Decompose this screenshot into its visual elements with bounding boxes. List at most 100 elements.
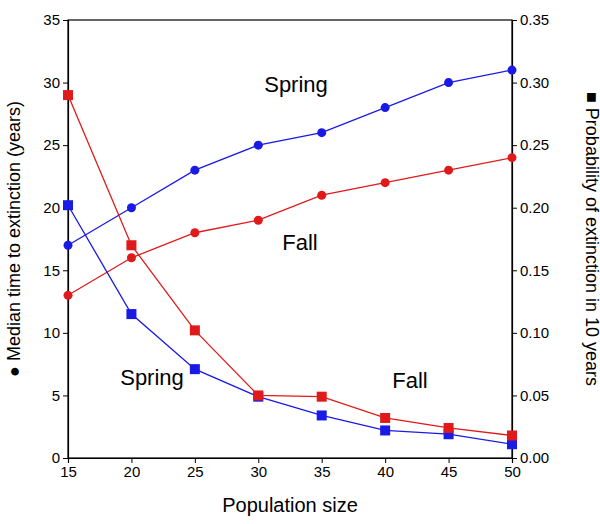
tick-label: 35 <box>43 11 60 28</box>
tick: 45 <box>441 458 458 480</box>
marker <box>190 166 199 175</box>
marker <box>507 439 517 449</box>
y-axis-title: ● Median time to extinction (years) <box>4 101 24 377</box>
tick-label: 0.20 <box>520 199 549 216</box>
series-line <box>68 205 512 444</box>
tick: 25 <box>187 458 204 480</box>
marker <box>508 153 517 162</box>
tick-mark <box>512 333 517 334</box>
tick: 15 <box>60 458 77 480</box>
tick-label: 0.00 <box>520 449 549 466</box>
tick-mark <box>512 395 517 396</box>
marker <box>253 390 263 400</box>
tick-mark <box>512 270 517 271</box>
marker <box>381 178 390 187</box>
axis-line <box>63 21 69 459</box>
tick: 0 <box>52 449 68 466</box>
series-line <box>68 158 512 296</box>
series-line <box>68 70 512 245</box>
tick-label: 0.35 <box>520 11 549 28</box>
tick-mark <box>512 458 517 459</box>
marker <box>126 240 136 250</box>
tick: 40 <box>377 458 394 480</box>
tick-label: 5 <box>52 387 60 404</box>
x-axis: 15 20 25 30 35 40 45 50 <box>60 458 521 480</box>
marker <box>254 141 263 150</box>
tick-label: 45 <box>441 463 458 480</box>
marker <box>317 191 326 200</box>
tick: 15 <box>43 262 68 279</box>
marker <box>317 128 326 137</box>
tick-label: 15 <box>60 463 77 480</box>
tick-label: 0.05 <box>520 387 549 404</box>
marker <box>444 78 453 87</box>
chart: 1520253035404550051015202530350.000.050.… <box>0 0 600 524</box>
tick-mark <box>512 83 517 84</box>
tick-label: 0.10 <box>520 324 549 341</box>
marker <box>63 200 73 210</box>
tick-label: 0.25 <box>520 136 549 153</box>
tick: 0.05 <box>512 387 549 404</box>
tick: 50 <box>504 458 521 480</box>
tick: 35 <box>43 11 68 28</box>
tick-label: 50 <box>504 463 521 480</box>
tick-mark <box>512 208 517 209</box>
marker <box>444 423 454 433</box>
tick-label: 25 <box>187 463 204 480</box>
series-label: Spring <box>264 72 328 97</box>
tick-label: 30 <box>250 463 267 480</box>
tick-mark <box>63 145 68 146</box>
data-layer <box>63 66 517 450</box>
tick-mark <box>63 20 68 21</box>
series-label: Spring <box>120 365 184 390</box>
tick-label: 35 <box>314 463 331 480</box>
plot: 1520253035404550051015202530350.000.050.… <box>43 11 549 479</box>
y2-axis: 0.00 0.05 0.10 0.15 0.20 0.25 0.30 0.35 <box>512 11 549 466</box>
marker <box>127 203 136 212</box>
tick: 10 <box>43 324 68 341</box>
marker <box>190 228 199 237</box>
marker <box>380 425 390 435</box>
marker <box>64 241 73 250</box>
tick-label: 0 <box>52 449 60 466</box>
tick: 25 <box>43 136 68 153</box>
tick: 30 <box>43 74 68 91</box>
tick-label: 30 <box>43 74 60 91</box>
tick-mark <box>63 83 68 84</box>
marker <box>381 103 390 112</box>
tick: 0.15 <box>512 262 549 279</box>
tick-label: 10 <box>43 324 60 341</box>
marker <box>254 216 263 225</box>
tick-label: 15 <box>43 262 60 279</box>
marker <box>126 309 136 319</box>
tick: 35 <box>314 458 331 480</box>
tick-label: 20 <box>43 199 60 216</box>
tick: 0.35 <box>512 11 549 28</box>
marker <box>63 90 73 100</box>
tick-mark <box>512 20 517 21</box>
marker <box>317 410 327 420</box>
marker <box>444 166 453 175</box>
tick: 0.20 <box>512 199 549 216</box>
tick: 20 <box>124 458 141 480</box>
marker <box>508 66 517 75</box>
y-axis: 0 5 10 15 20 25 30 35 <box>43 11 68 466</box>
marker <box>64 291 73 300</box>
tick-mark <box>63 270 68 271</box>
tick-mark <box>63 333 68 334</box>
tick-label: 0.30 <box>520 74 549 91</box>
y2-axis-title: ■ Probability of extinction in 10 years <box>582 92 600 386</box>
marker <box>127 253 136 262</box>
marker <box>507 430 517 440</box>
x-axis-title: Population size <box>222 494 358 516</box>
tick: 0.30 <box>512 74 549 91</box>
tick-label: 40 <box>377 463 394 480</box>
marker <box>317 392 327 402</box>
tick: 0.10 <box>512 324 549 341</box>
plot-frame <box>68 20 512 458</box>
tick-mark <box>512 145 517 146</box>
axis-line <box>513 21 518 459</box>
tick: 0.00 <box>512 449 549 466</box>
marker <box>190 325 200 335</box>
series-label: Fall <box>282 230 317 255</box>
